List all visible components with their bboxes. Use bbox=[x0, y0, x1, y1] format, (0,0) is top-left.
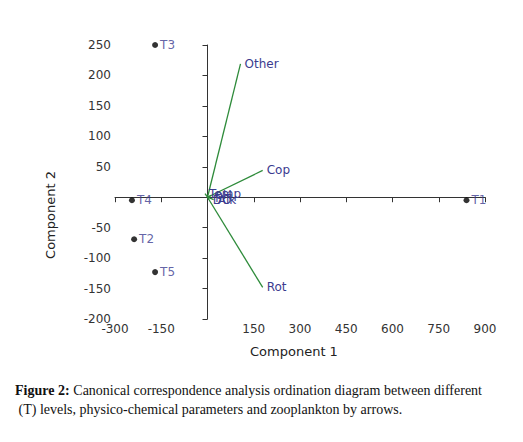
svg-text:50: 50 bbox=[96, 160, 111, 174]
svg-text:150: 150 bbox=[88, 99, 111, 113]
svg-text:Alk: Alk bbox=[218, 193, 237, 207]
svg-text:-150: -150 bbox=[148, 322, 175, 336]
svg-text:T1: T1 bbox=[471, 193, 487, 207]
svg-text:Rot: Rot bbox=[267, 280, 287, 294]
svg-text:-200: -200 bbox=[83, 312, 111, 326]
svg-text:450: 450 bbox=[335, 322, 358, 336]
svg-text:T2: T2 bbox=[138, 232, 154, 246]
svg-text:900: 900 bbox=[474, 322, 497, 336]
svg-text:T5: T5 bbox=[159, 265, 175, 279]
svg-text:-50: -50 bbox=[91, 221, 111, 235]
svg-text:Figure 2:: Figure 2: bbox=[15, 383, 70, 398]
svg-text:200: 200 bbox=[88, 68, 111, 82]
svg-text:-300: -300 bbox=[101, 322, 128, 336]
svg-text:Component 2: Component 2 bbox=[43, 171, 58, 259]
svg-text:T4: T4 bbox=[136, 193, 152, 207]
svg-text:Cop: Cop bbox=[267, 163, 290, 177]
svg-text:Canonical correspondence analy: Canonical correspondence analysis ordina… bbox=[70, 383, 482, 398]
svg-text:Component 1: Component 1 bbox=[250, 344, 338, 359]
svg-text:150: 150 bbox=[242, 322, 265, 336]
svg-text:750: 750 bbox=[427, 322, 450, 336]
svg-text:(T) levels, physico-chemical p: (T) levels, physico-chemical parameters … bbox=[15, 402, 402, 418]
svg-text:Other: Other bbox=[244, 57, 278, 71]
svg-text:-150: -150 bbox=[84, 282, 111, 296]
svg-text:250: 250 bbox=[88, 38, 111, 52]
svg-text:-100: -100 bbox=[84, 251, 111, 265]
svg-text:300: 300 bbox=[289, 322, 312, 336]
svg-text:600: 600 bbox=[381, 322, 404, 336]
svg-text:T3: T3 bbox=[159, 38, 175, 52]
svg-text:100: 100 bbox=[88, 129, 111, 143]
